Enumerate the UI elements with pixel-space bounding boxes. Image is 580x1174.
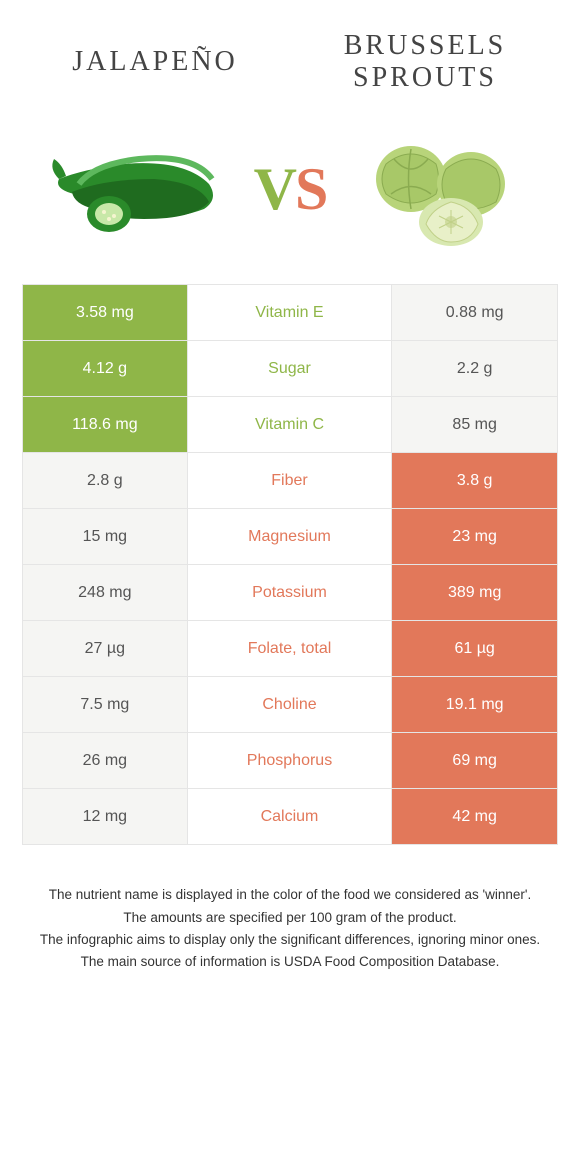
right-value: 19.1 mg <box>392 677 557 732</box>
right-value: 389 mg <box>392 565 557 620</box>
footnote-line: The amounts are specified per 100 gram o… <box>30 908 550 928</box>
nutrient-label: Folate, total <box>188 621 393 676</box>
table-row: 3.58 mgVitamin E0.88 mg <box>22 284 558 341</box>
right-value: 85 mg <box>392 397 557 452</box>
right-value: 61 µg <box>392 621 557 676</box>
nutrient-label: Phosphorus <box>188 733 393 788</box>
table-row: 2.8 gFiber3.8 g <box>22 453 558 509</box>
left-value: 27 µg <box>23 621 188 676</box>
table-row: 4.12 gSugar2.2 g <box>22 341 558 397</box>
nutrient-label: Fiber <box>188 453 393 508</box>
right-value: 3.8 g <box>392 453 557 508</box>
brussels-sprouts-image <box>346 124 536 254</box>
right-value: 69 mg <box>392 733 557 788</box>
header: JALAPEÑO BRUSSELS SPROUTS <box>0 0 580 104</box>
table-row: 248 mgPotassium389 mg <box>22 565 558 621</box>
right-value: 23 mg <box>392 509 557 564</box>
jalapeno-image <box>44 124 234 254</box>
table-row: 26 mgPhosphorus69 mg <box>22 733 558 789</box>
vs-s: S <box>295 156 326 222</box>
left-value: 4.12 g <box>23 341 188 396</box>
nutrient-label: Vitamin C <box>188 397 393 452</box>
nutrient-label: Magnesium <box>188 509 393 564</box>
left-value: 15 mg <box>23 509 188 564</box>
nutrient-label: Calcium <box>188 789 393 844</box>
table-row: 12 mgCalcium42 mg <box>22 789 558 845</box>
nutrient-label: Choline <box>188 677 393 732</box>
table-row: 118.6 mgVitamin C85 mg <box>22 397 558 453</box>
nutrient-label: Vitamin E <box>188 285 393 340</box>
hero-row: VS <box>0 104 580 284</box>
vs-v: V <box>254 156 295 222</box>
left-value: 26 mg <box>23 733 188 788</box>
vs-label: VS <box>254 155 327 224</box>
table-row: 15 mgMagnesium23 mg <box>22 509 558 565</box>
left-food-title: JALAPEÑO <box>20 46 290 78</box>
table-row: 27 µgFolate, total61 µg <box>22 621 558 677</box>
nutrient-label: Potassium <box>188 565 393 620</box>
footnote-line: The infographic aims to display only the… <box>30 930 550 950</box>
right-value: 2.2 g <box>392 341 557 396</box>
left-value: 2.8 g <box>23 453 188 508</box>
left-value: 118.6 mg <box>23 397 188 452</box>
right-value: 42 mg <box>392 789 557 844</box>
left-value: 12 mg <box>23 789 188 844</box>
right-food-title: BRUSSELS SPROUTS <box>290 30 560 94</box>
left-value: 3.58 mg <box>23 285 188 340</box>
footnotes: The nutrient name is displayed in the co… <box>30 885 550 972</box>
footnote-line: The main source of information is USDA F… <box>30 952 550 972</box>
left-value: 248 mg <box>23 565 188 620</box>
footnote-line: The nutrient name is displayed in the co… <box>30 885 550 905</box>
table-row: 7.5 mgCholine19.1 mg <box>22 677 558 733</box>
right-value: 0.88 mg <box>392 285 557 340</box>
left-value: 7.5 mg <box>23 677 188 732</box>
comparison-table: 3.58 mgVitamin E0.88 mg4.12 gSugar2.2 g1… <box>22 284 558 845</box>
nutrient-label: Sugar <box>188 341 393 396</box>
